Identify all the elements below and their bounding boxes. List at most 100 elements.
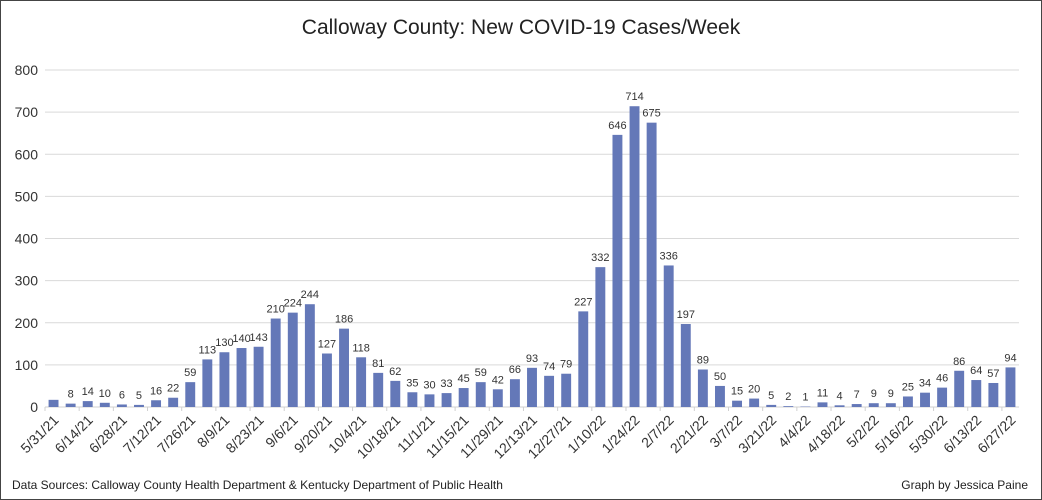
- bar: [817, 402, 828, 407]
- bar: [612, 134, 623, 407]
- data-label: 140: [232, 333, 250, 345]
- data-label: 4: [837, 390, 843, 402]
- bar: [783, 406, 794, 407]
- bar: [168, 397, 179, 407]
- bar: [920, 392, 930, 407]
- bar: [236, 348, 247, 407]
- data-label: 210: [267, 304, 285, 316]
- y-tick-label: 500: [15, 188, 39, 204]
- data-label: 64: [970, 365, 982, 377]
- data-label: 6: [119, 389, 125, 401]
- bar: [834, 405, 845, 407]
- data-label: 16: [150, 385, 162, 397]
- data-label: 224: [284, 298, 302, 310]
- x-tick-label: 3/21/22: [735, 412, 779, 456]
- bar: [424, 394, 435, 407]
- bar: [1005, 367, 1016, 407]
- bar: [287, 312, 298, 407]
- bar: [561, 373, 572, 407]
- bar: [475, 382, 486, 407]
- data-label: 675: [642, 108, 660, 120]
- data-label: 8: [68, 389, 74, 401]
- bar: [458, 388, 469, 407]
- y-tick-label: 200: [15, 315, 39, 331]
- data-label: 59: [184, 367, 196, 379]
- bar: [116, 404, 127, 407]
- bar: [134, 404, 144, 407]
- data-label: 86: [953, 356, 965, 368]
- data-label: 15: [731, 386, 743, 398]
- data-label: 62: [389, 366, 401, 378]
- data-label: 714: [625, 91, 643, 103]
- y-tick-label: 600: [15, 146, 39, 162]
- data-label: 57: [987, 368, 999, 380]
- bar: [390, 380, 401, 407]
- data-label: 93: [526, 353, 538, 365]
- data-label: 66: [509, 364, 521, 376]
- data-label: 30: [423, 379, 435, 391]
- y-tick-label: 700: [15, 104, 39, 120]
- bar: [971, 380, 982, 407]
- bar: [185, 382, 196, 407]
- bar: [151, 400, 162, 407]
- y-tick-label: 800: [15, 62, 39, 78]
- bar: [270, 318, 281, 407]
- x-tick-label: 1/24/22: [598, 412, 642, 456]
- x-tick-label: 7/26/21: [154, 412, 198, 456]
- data-label: 2: [785, 391, 791, 403]
- bar: [868, 403, 879, 407]
- bar: [732, 400, 743, 407]
- bar: [697, 369, 708, 407]
- bar: [766, 404, 777, 407]
- data-label: 1: [802, 392, 808, 404]
- bar: [99, 402, 110, 407]
- graph-credit: Graph by Jessica Paine: [901, 478, 1028, 492]
- data-label: 94: [1004, 352, 1016, 364]
- bar: [629, 106, 640, 407]
- data-label: 118: [352, 342, 370, 354]
- data-label: 89: [697, 355, 709, 367]
- data-label: 5: [768, 390, 774, 402]
- bar: [492, 389, 503, 407]
- data-label: 11: [817, 387, 828, 399]
- bar: [544, 375, 555, 407]
- bar: [339, 328, 349, 407]
- chart-title: Calloway County: New COVID-19 Cases/Week: [301, 16, 741, 39]
- x-tick-label: 8/23/21: [222, 412, 266, 456]
- bar: [527, 367, 537, 407]
- bar: [304, 304, 315, 407]
- bar: [680, 324, 691, 407]
- y-tick-label: 100: [15, 357, 39, 373]
- bar: [356, 357, 367, 407]
- bar: [509, 379, 520, 407]
- bar: [82, 401, 93, 407]
- bar: [663, 265, 674, 407]
- bar: [407, 392, 418, 407]
- data-label: 59: [475, 367, 487, 379]
- bar: [988, 382, 999, 407]
- x-tick-label: 4/18/22: [803, 412, 847, 456]
- bar: [937, 387, 948, 407]
- data-label: 74: [543, 361, 555, 373]
- y-tick-label: 400: [15, 231, 39, 247]
- bar: [65, 403, 76, 407]
- data-label: 244: [301, 289, 319, 301]
- bar: [749, 398, 760, 407]
- data-label: 646: [608, 120, 626, 132]
- data-label: 81: [372, 358, 384, 370]
- data-label: 10: [99, 388, 111, 400]
- bar: [441, 393, 452, 407]
- bar: [202, 359, 213, 407]
- data-label: 33: [440, 378, 452, 390]
- bar: [578, 311, 589, 407]
- data-label: 143: [249, 332, 267, 344]
- y-tick-label: 300: [15, 273, 39, 289]
- data-label: 14: [82, 386, 94, 398]
- bar: [902, 396, 913, 407]
- x-tick-label: 2/21/22: [667, 412, 711, 456]
- data-label: 186: [335, 314, 353, 326]
- bar: [48, 399, 59, 407]
- y-tick-label: 0: [30, 399, 38, 415]
- data-label: 336: [660, 250, 678, 262]
